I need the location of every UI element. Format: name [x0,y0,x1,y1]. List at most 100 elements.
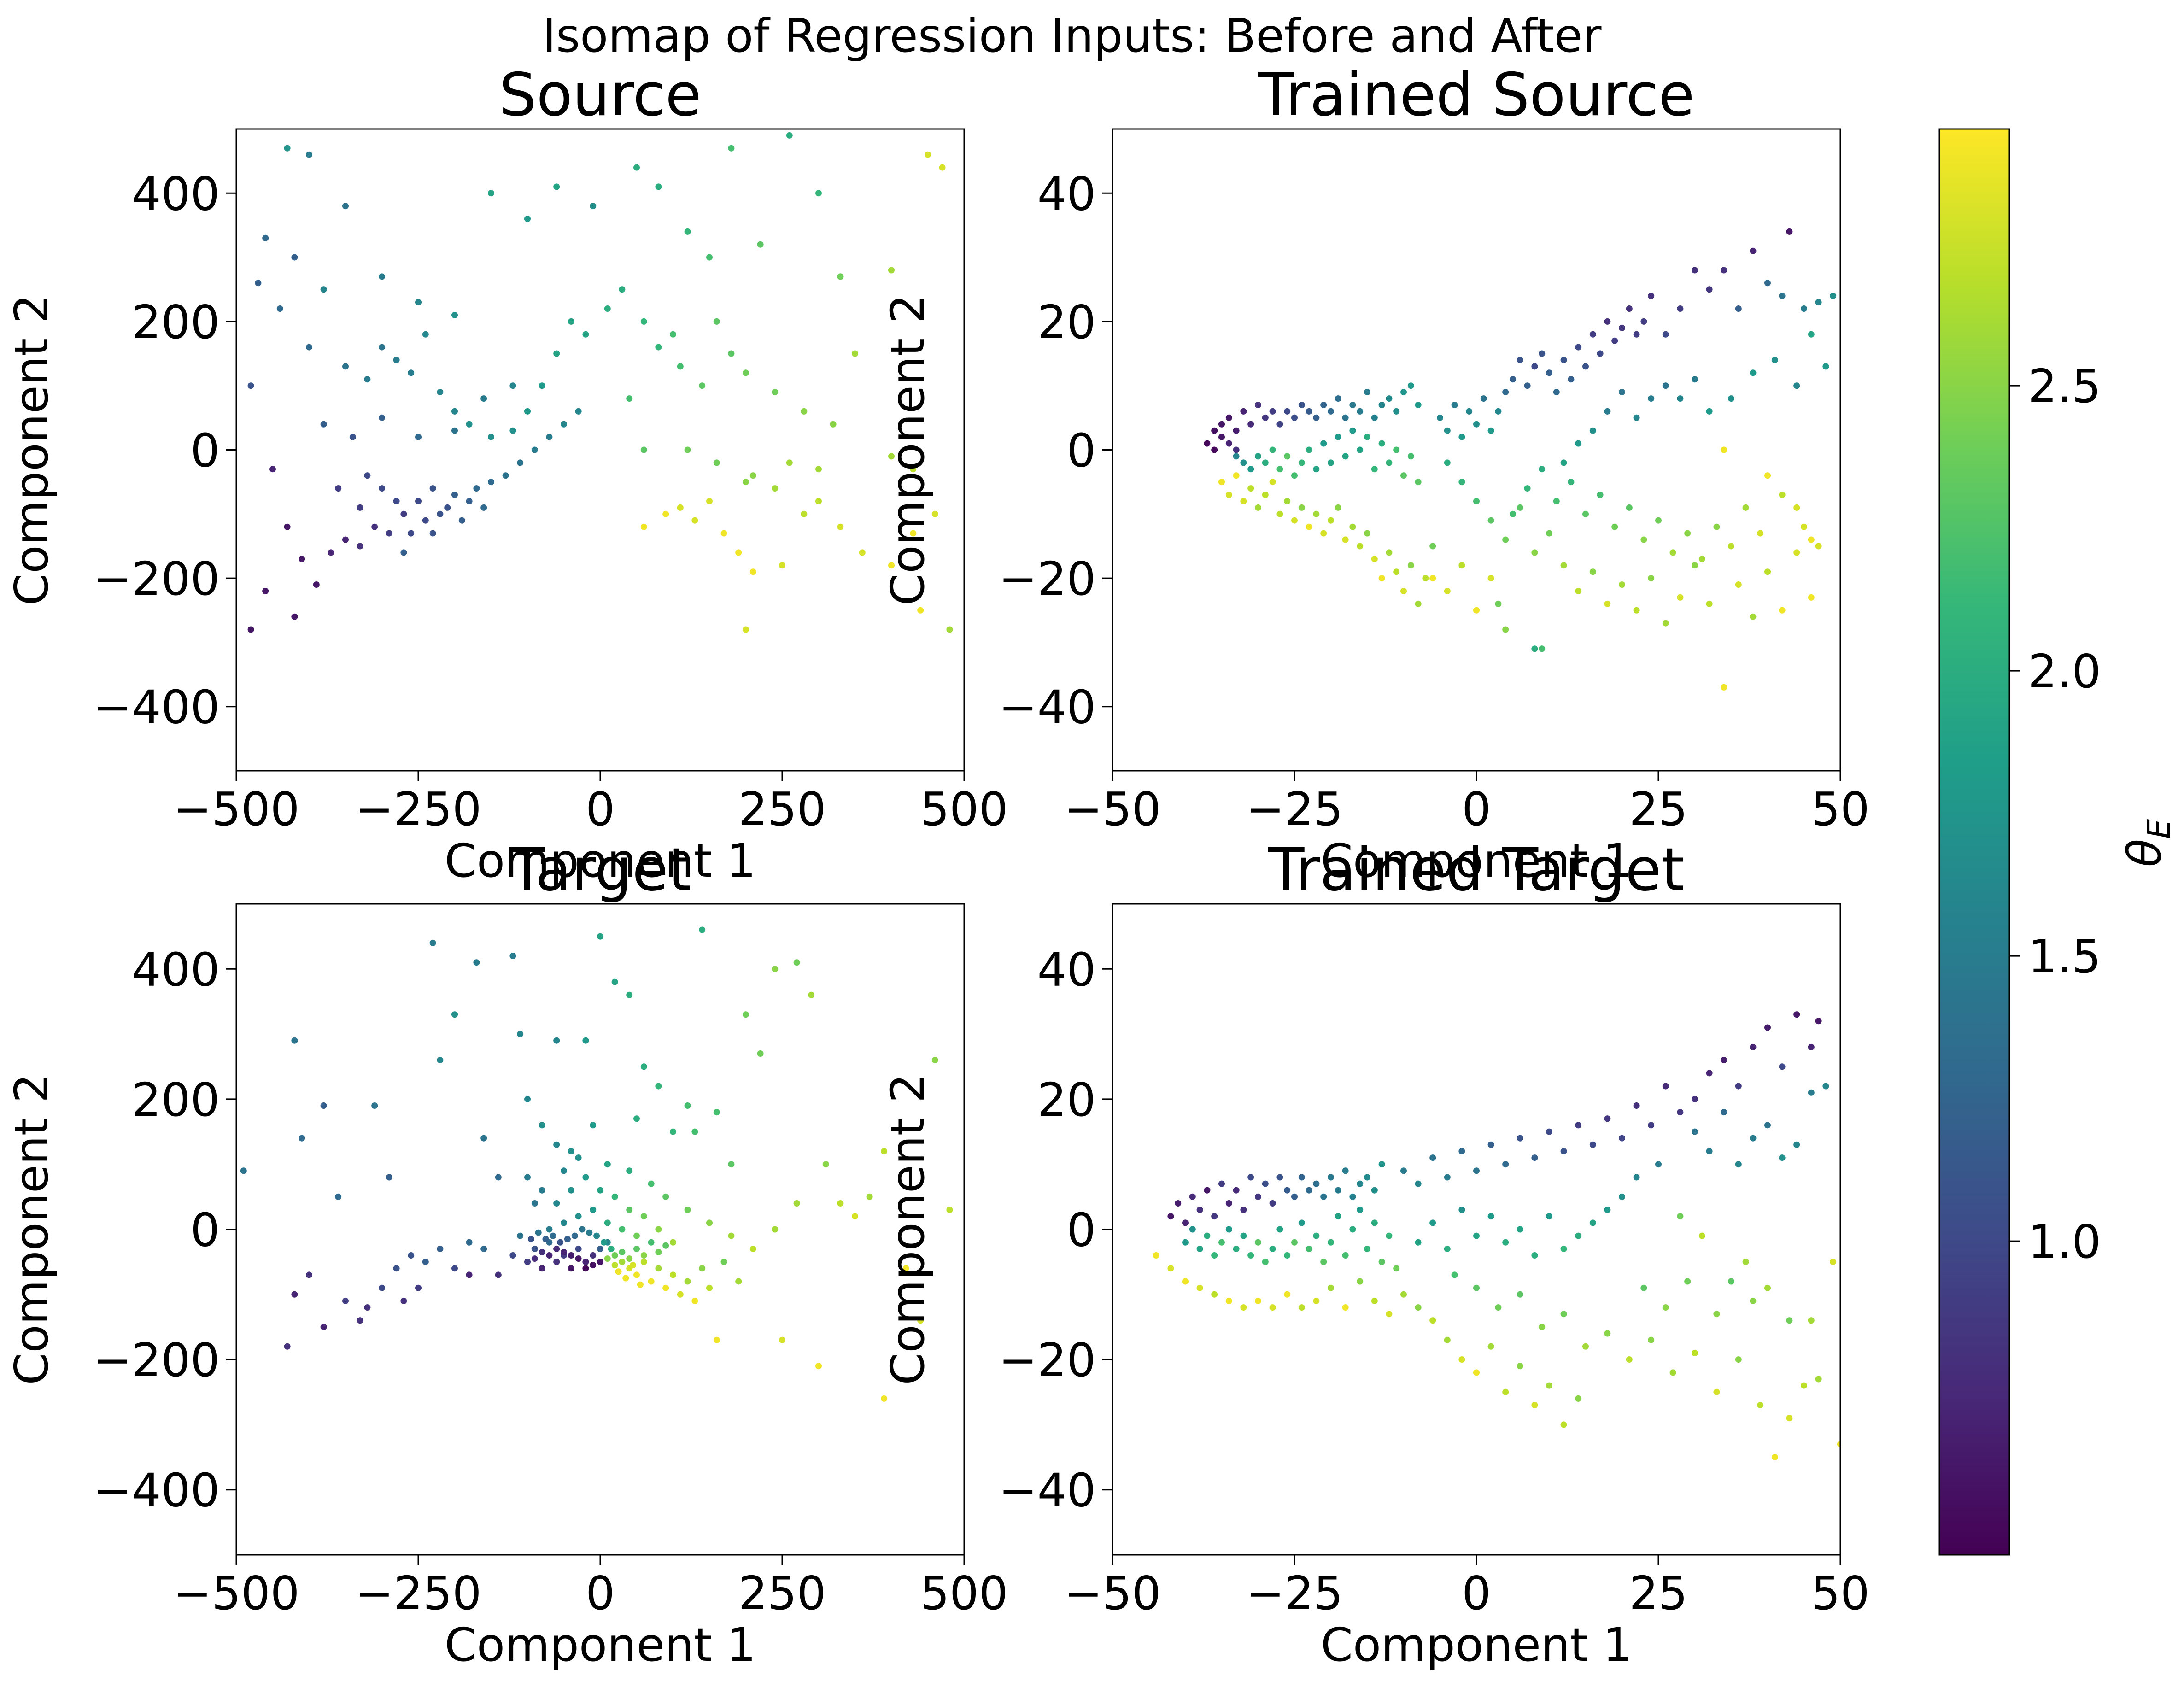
scatter-point [1306,523,1312,530]
scatter-point [1458,1148,1465,1154]
scatter-point [1502,536,1509,543]
scatter-point [684,1102,691,1109]
scatter-point [1400,389,1407,396]
scatter-point [619,1259,626,1265]
scatter-point [1247,466,1254,473]
scatter-point [728,1161,735,1168]
scatter-point [1692,562,1698,569]
scatter-point [553,1200,560,1207]
scatter-point [1458,1207,1465,1213]
scatter-point [379,273,385,280]
scatter-points [1204,228,1837,691]
scatter-point [1640,536,1647,543]
scatter-point [1510,376,1516,383]
scatter-point [1357,1180,1364,1187]
scatter-point [615,1268,622,1275]
figure-suptitle: Isomap of Regression Inputs: Before and … [543,9,1602,63]
scatter-point [1750,1297,1757,1304]
scatter-point [1342,414,1349,421]
scatter-point [1546,1128,1552,1135]
scatter-point [306,344,312,351]
scatter-point [342,363,349,370]
scatter-point [1175,1200,1182,1207]
scatter-point [1320,440,1327,447]
scatter-point [1575,588,1582,594]
scatter-point [1517,1363,1523,1370]
scatter-point [1633,331,1640,338]
scatter-point [735,549,742,556]
scatter-point [1539,645,1546,652]
scatter-point [1415,402,1422,408]
scatter-point [1328,1239,1334,1246]
scatter-point [1473,1232,1480,1239]
scatter-point [1291,472,1298,479]
scatter-point [662,510,669,517]
scatter-point [386,530,392,537]
colorbar-tick-label: 2.5 [2028,359,2101,413]
scatter-point [1589,1141,1596,1148]
scatter-point [1648,575,1655,582]
scatter-point [1349,427,1356,434]
scatter-point [1582,1343,1589,1350]
scatter-point [1604,1330,1611,1337]
scatter-point [691,517,698,524]
x-tick-label: 0 [1462,1566,1491,1620]
scatter-point [1233,1245,1240,1252]
y-tick-label: 400 [132,167,220,221]
subplot-title: Trained Target [1268,836,1685,904]
y-tick-label: 40 [1037,943,1096,996]
scatter-point [1575,1395,1582,1402]
scatter-point [400,510,407,517]
scatter-point [1539,1324,1546,1330]
x-tick-label: −500 [173,782,300,836]
scatter-point [910,530,917,537]
scatter-point [1328,408,1334,415]
scatter-point [1604,1115,1611,1122]
scatter-point [1211,1213,1218,1220]
scatter-point [1575,1232,1582,1239]
scatter-point [437,389,444,396]
scatter-point [1335,434,1341,440]
scatter-point [1378,402,1385,408]
scatter-point [1473,1167,1480,1174]
scatter-point [1662,331,1669,338]
scatter-point [1393,1265,1400,1272]
scatter-point [946,626,953,633]
scatter-point [1225,492,1232,498]
scatter-point [881,1395,888,1402]
x-tick-label: 250 [738,1566,826,1620]
scatter-point [801,510,808,517]
y-axis-label: Component 2 [5,294,59,606]
scatter-point [749,472,756,479]
scatter-point [902,1265,909,1272]
scatter-point [1313,1180,1320,1187]
scatter-point [1357,446,1364,453]
scatter-point [1386,459,1393,466]
x-axis-label: Component 1 [1321,834,1632,888]
y-tick-label: 0 [190,424,220,478]
scatter-point [1407,562,1414,569]
scatter-point [1742,1259,1749,1265]
scatter-point [1597,350,1604,357]
scatter-point [640,1063,647,1070]
scatter-point [1320,402,1327,408]
colorbar-tick-label: 2.0 [2028,644,2101,698]
scatter-point [1750,1043,1757,1050]
scatter-point [1786,228,1793,235]
scatter-point [240,1167,247,1174]
scatter-point [677,504,684,511]
scatter-point [772,1226,779,1233]
scatter-point [1313,1232,1320,1239]
scatter-point [575,1245,582,1252]
scatter-point [524,408,531,415]
scatter-point [1560,1421,1567,1428]
scatter-point [473,485,480,492]
scatter-point [1473,498,1480,504]
x-tick-label: 500 [920,1566,1008,1620]
scatter-point [1458,1356,1465,1363]
scatter-point [1429,575,1436,582]
y-tick-label: −400 [93,680,220,734]
scatter-point [1524,382,1531,389]
subplot-trained-target: −50 −25 0 25 50 −40 −20 0 20 40 Component 1 Compone… [881,836,1870,1672]
scatter-point [1764,1024,1771,1031]
